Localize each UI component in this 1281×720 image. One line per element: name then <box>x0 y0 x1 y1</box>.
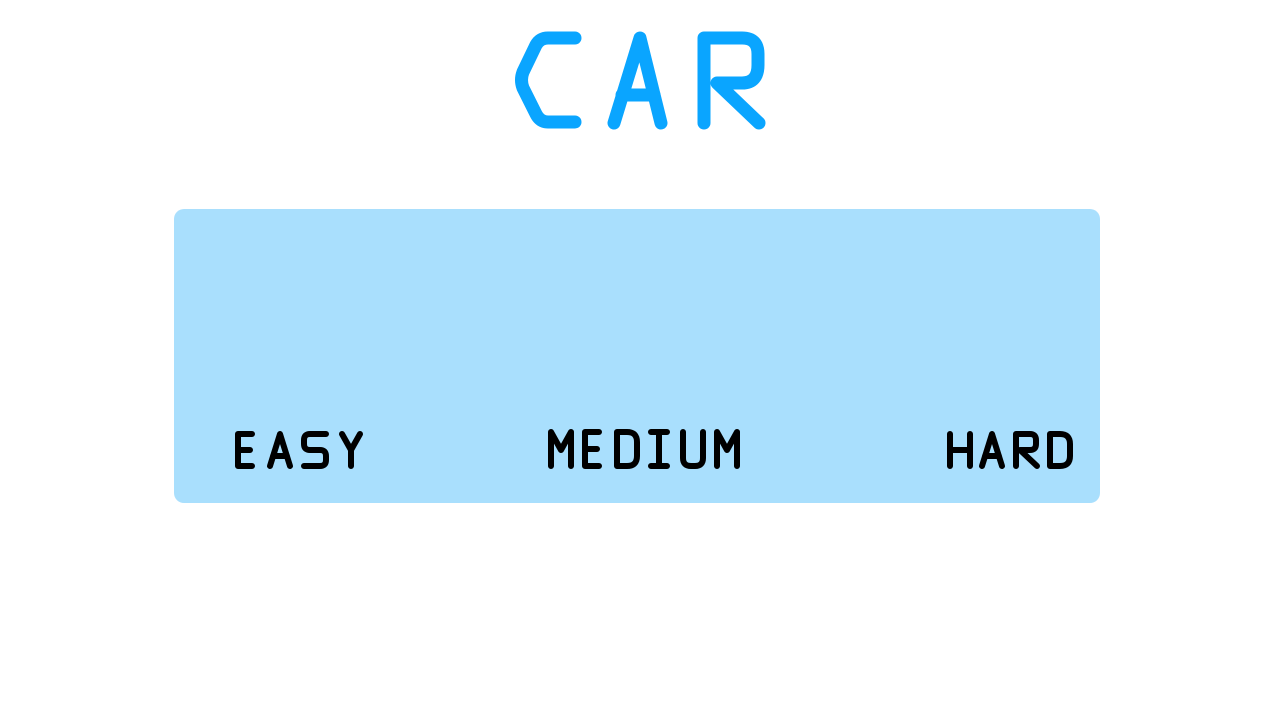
medium-glyphs <box>548 429 740 469</box>
title-letter-a <box>607 31 667 130</box>
hard-glyphs <box>947 431 1073 469</box>
title-letter-c <box>514 31 581 129</box>
easy-glyphs <box>235 431 363 469</box>
difficulty-medium-button[interactable]: MEDIUM <box>545 420 745 480</box>
title-letter-r <box>697 31 765 130</box>
game-title-text: CAR <box>0 16 1 17</box>
game-title: CAR <box>0 16 1281 146</box>
difficulty-easy-button[interactable]: EASY <box>230 420 366 480</box>
difficulty-hard-button[interactable]: HARD <box>942 420 1078 480</box>
game-title-glyphs <box>514 31 765 130</box>
